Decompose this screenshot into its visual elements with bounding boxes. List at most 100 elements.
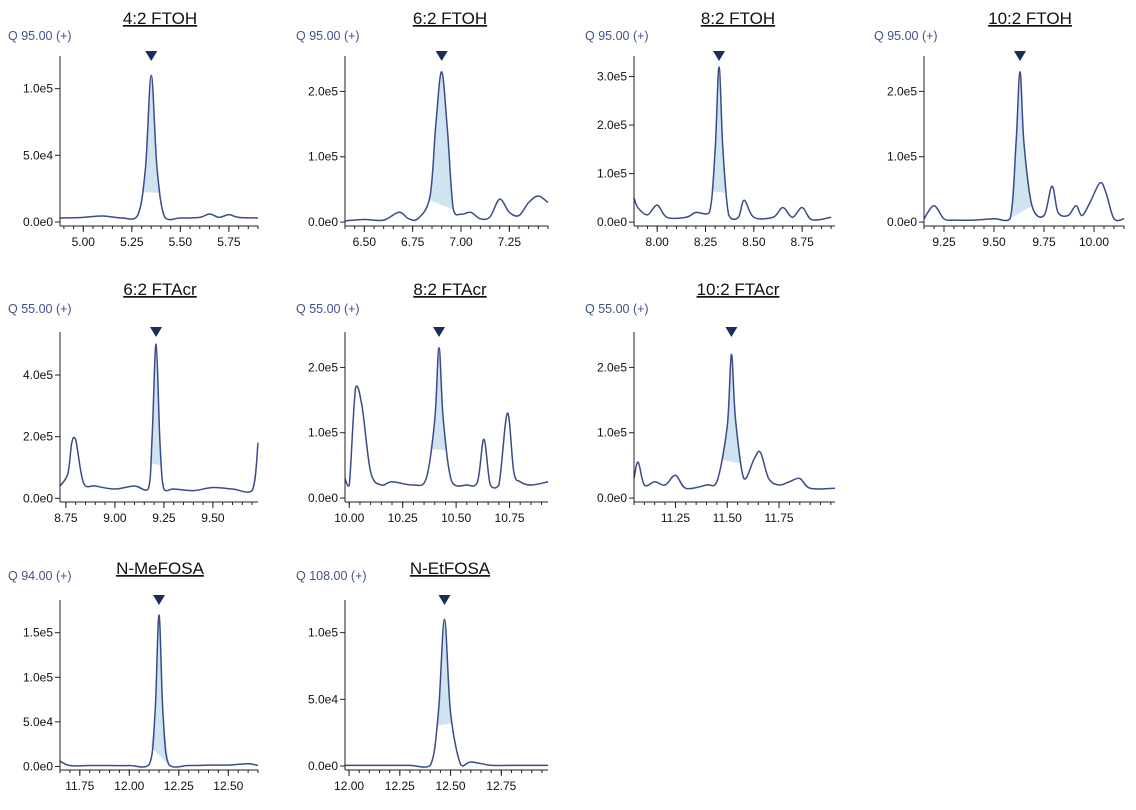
x-tick-label: 12.00 bbox=[334, 779, 364, 793]
ion-label: Q 95.00 (+) bbox=[874, 29, 938, 43]
y-tick-label: 1.0e5 bbox=[308, 426, 338, 440]
chart-title: 6:2 FTOH bbox=[413, 9, 487, 28]
chart-title: 8:2 FTOH bbox=[701, 9, 775, 28]
ion-label: Q 55.00 (+) bbox=[296, 302, 360, 316]
y-tick-label: 0.0e0 bbox=[597, 491, 627, 505]
x-tick-label: 10.00 bbox=[1079, 235, 1109, 249]
chromatogram-panel: N-MeFOSA Q 94.00 (+) 0.0e0 5.0e4 1.0e5 1.5e5 1… bbox=[8, 559, 259, 793]
chromatogram-trace bbox=[344, 347, 549, 489]
x-tick-label: 12.75 bbox=[486, 779, 516, 793]
x-tick-label: 9.50 bbox=[982, 235, 1006, 249]
y-tick-label: 1.0e5 bbox=[308, 150, 338, 164]
peak-marker-icon bbox=[1014, 51, 1026, 61]
peak-marker-icon bbox=[713, 51, 726, 61]
x-tick-label: 9.25 bbox=[932, 235, 956, 249]
x-tick-label: 9.50 bbox=[201, 511, 225, 525]
peak-marker-icon bbox=[150, 327, 163, 337]
peak-area bbox=[428, 71, 456, 211]
y-tick-label: 5.0e4 bbox=[23, 148, 53, 162]
chromatogram-panel: 6:2 FTAcr Q 55.00 (+) 0.0e0 2.0e5 4.0e5 8.75 9… bbox=[8, 280, 259, 525]
x-tick-label: 8.75 bbox=[790, 235, 814, 249]
chromatogram-panel: 6:2 FTOH Q 95.00 (+) 0.0e0 1.0e5 2.0e5 6.50 6.… bbox=[296, 9, 549, 249]
x-tick-label: 12.00 bbox=[114, 779, 144, 793]
y-tick-label: 0.0e0 bbox=[23, 491, 53, 505]
x-tick-label: 11.75 bbox=[764, 511, 793, 525]
chromatogram-trace bbox=[633, 353, 836, 490]
x-tick-label: 12.50 bbox=[436, 779, 466, 793]
y-tick-label: 1.0e5 bbox=[887, 150, 917, 164]
x-tick-label: 9.25 bbox=[152, 511, 176, 525]
chart-title: 10:2 FTOH bbox=[988, 9, 1072, 28]
peak-marker-icon bbox=[153, 595, 165, 605]
x-tick-label: 8.75 bbox=[54, 511, 78, 525]
chromatogram-panel: 8:2 FTOH Q 95.00 (+) 0.0e0 1.0e5 2.0e5 3.0e5 8… bbox=[585, 9, 835, 249]
chromatogram-trace bbox=[923, 71, 1125, 222]
ion-label: Q 95.00 (+) bbox=[296, 29, 360, 43]
chromatogram-trace bbox=[345, 618, 548, 768]
peak-marker-icon bbox=[438, 595, 451, 605]
chart-title: 10:2 FTAcr bbox=[697, 280, 780, 299]
y-tick-label: 4.0e5 bbox=[23, 368, 53, 382]
x-tick-label: 12.25 bbox=[385, 779, 415, 793]
x-tick-label: 8.25 bbox=[694, 235, 718, 249]
y-tick-label: 1.0e5 bbox=[23, 82, 53, 96]
x-tick-label: 10.75 bbox=[495, 511, 525, 525]
chromatogram-panel: 4:2 FTOH Q 95.00 (+) 0.0e0 5.0e4 1.0e5 5.00 5.… bbox=[8, 9, 259, 249]
ion-label: Q 95.00 (+) bbox=[585, 29, 649, 43]
chart-title: N-EtFOSA bbox=[410, 559, 491, 578]
x-tick-label: 7.25 bbox=[498, 235, 522, 249]
y-tick-label: 0.0e0 bbox=[308, 759, 338, 773]
x-tick-label: 6.75 bbox=[401, 235, 425, 249]
y-tick-label: 0.0e0 bbox=[23, 759, 53, 773]
x-tick-label: 11.50 bbox=[713, 511, 742, 525]
y-tick-label: 1.0e5 bbox=[597, 167, 627, 181]
x-tick-label: 6.50 bbox=[353, 235, 377, 249]
y-tick-label: 1.0e5 bbox=[23, 670, 53, 684]
x-tick-label: 5.50 bbox=[169, 235, 193, 249]
ion-label: Q 95.00 (+) bbox=[8, 29, 72, 43]
chart-title: 4:2 FTOH bbox=[123, 9, 197, 28]
x-tick-label: 8.50 bbox=[742, 235, 766, 249]
ion-label: Q 94.00 (+) bbox=[8, 569, 72, 583]
y-tick-label: 5.0e4 bbox=[23, 715, 53, 729]
x-tick-label: 7.00 bbox=[449, 235, 473, 249]
chart-title: N-MeFOSA bbox=[116, 559, 205, 578]
y-tick-label: 0.0e0 bbox=[308, 491, 338, 505]
y-tick-label: 2.0e5 bbox=[308, 360, 338, 374]
y-tick-label: 0.0e0 bbox=[308, 215, 338, 229]
chromatogram-panel: 10:2 FTOH Q 95.00 (+) 0.0e0 1.0e5 2.0e5 9.25 9… bbox=[874, 9, 1125, 249]
peak-marker-icon bbox=[725, 327, 738, 337]
chromatogram-trace bbox=[59, 74, 259, 221]
chromatogram-panel: 8:2 FTAcr Q 55.00 (+) 0.0e0 1.0e5 2.0e5 10.00… bbox=[296, 280, 549, 525]
peak-marker-icon bbox=[145, 51, 158, 61]
x-tick-label: 5.75 bbox=[217, 235, 241, 249]
ion-label: Q 55.00 (+) bbox=[585, 302, 649, 316]
x-tick-label: 8.00 bbox=[646, 235, 670, 249]
y-tick-label: 3.0e5 bbox=[597, 70, 627, 84]
peak-area bbox=[436, 619, 453, 726]
chromatogram-trace bbox=[344, 71, 549, 222]
x-tick-label: 10.00 bbox=[334, 511, 364, 525]
peak-area bbox=[711, 66, 727, 194]
ion-label: Q 108.00 (+) bbox=[296, 569, 367, 583]
x-tick-label: 11.25 bbox=[661, 511, 690, 525]
x-tick-label: 11.75 bbox=[65, 779, 94, 793]
y-tick-label: 2.0e5 bbox=[887, 84, 917, 98]
peak-marker-icon bbox=[433, 327, 446, 337]
chart-title: 8:2 FTAcr bbox=[413, 280, 487, 299]
ion-label: Q 55.00 (+) bbox=[8, 302, 72, 316]
x-tick-label: 9.75 bbox=[1032, 235, 1056, 249]
chromatogram-trace bbox=[59, 343, 259, 493]
chromatogram-panel: N-EtFOSA Q 108.00 (+) 0.0e0 5.0e4 1.0e5 12.00… bbox=[296, 559, 548, 793]
y-tick-label: 2.0e5 bbox=[23, 430, 53, 444]
y-tick-label: 0.0e0 bbox=[597, 215, 627, 229]
y-tick-label: 1.5e5 bbox=[23, 626, 53, 640]
chromatogram-trace bbox=[59, 614, 259, 768]
y-tick-label: 2.0e5 bbox=[597, 360, 627, 374]
x-tick-label: 9.00 bbox=[103, 511, 127, 525]
y-tick-label: 1.0e5 bbox=[597, 426, 627, 440]
peak-marker-icon bbox=[435, 51, 448, 61]
x-tick-label: 12.50 bbox=[213, 779, 243, 793]
